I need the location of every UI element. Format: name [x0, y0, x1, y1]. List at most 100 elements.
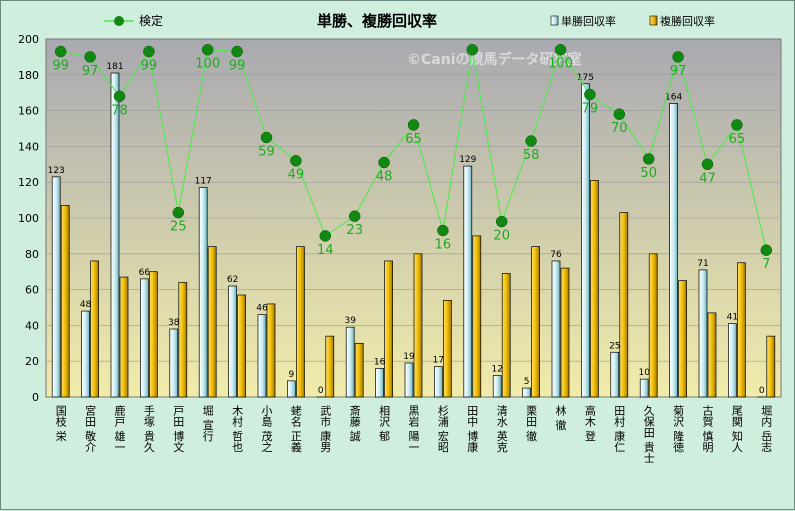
bar-fukusho [414, 254, 422, 397]
kentei-marker [614, 109, 625, 120]
bar-tansho [552, 261, 560, 397]
bar-tansho-value-label: 48 [80, 300, 92, 310]
bar-fukusho [502, 273, 510, 397]
kentei-marker [114, 91, 125, 102]
x-tick-label: 蛯名 正義 [289, 405, 302, 453]
kentei-value-label: 25 [170, 220, 187, 235]
bar-tansho [581, 84, 589, 397]
bar-fukusho [532, 247, 540, 397]
kentei-marker [261, 132, 272, 143]
legend-bar-a-label: 単勝回収率 [561, 14, 616, 28]
kentei-marker [408, 119, 419, 130]
kentei-marker [143, 46, 154, 57]
x-tick-label: 堀 宣行 [201, 405, 214, 442]
kentei-value-label: 65 [729, 132, 746, 147]
bar-tansho-value-label: 46 [256, 304, 268, 314]
bar-tansho-value-label: 66 [139, 268, 151, 278]
y-tick-label: 20 [25, 355, 39, 368]
x-tick-label: 宮田 敬介 [84, 404, 97, 453]
kentei-value-label: 58 [523, 148, 540, 163]
bar-tansho [523, 388, 531, 397]
kentei-value-label: 78 [111, 103, 128, 118]
bar-tansho [493, 376, 501, 397]
x-tick-label: 木村 哲也 [231, 405, 244, 453]
bar-fukusho [385, 261, 393, 397]
kentei-value-label: 65 [405, 132, 422, 147]
x-tick-label: 菊沢 隆徳 [672, 405, 685, 453]
kentei-marker [85, 51, 96, 62]
bar-tansho [434, 367, 442, 397]
bar-tansho-value-label: 129 [459, 155, 476, 165]
bar-tansho [258, 315, 266, 397]
bar-tansho [699, 270, 707, 397]
x-tick-label: 黒岩 陽一 [407, 405, 420, 453]
x-tick-label: 堀内 岳志 [760, 405, 773, 453]
kentei-value-label: 100 [195, 57, 220, 72]
kentei-marker [761, 245, 772, 256]
bar-tansho [728, 324, 736, 397]
bar-fukusho [561, 268, 569, 397]
bar-tansho [140, 279, 148, 397]
bar-tansho [170, 329, 178, 397]
x-tick-label: 戸田 博文 [172, 405, 185, 453]
bar-fukusho [767, 336, 775, 397]
kentei-value-label: 99 [52, 59, 69, 74]
kentei-value-label: 79 [582, 101, 599, 116]
bar-fukusho [649, 254, 657, 397]
kentei-marker [55, 46, 66, 57]
kentei-marker [526, 136, 537, 147]
y-tick-label: 40 [25, 319, 39, 332]
x-tick-label: 鹿戸 雄一 [113, 404, 126, 453]
x-tick-label: 古賀 慎明 [701, 405, 714, 453]
kentei-value-label: 48 [376, 170, 393, 185]
bar-tansho-value-label: 0 [759, 386, 765, 396]
bar-fukusho [473, 236, 481, 397]
kentei-value-label: 100 [548, 57, 573, 72]
legend-bar-b-label: 複勝回収率 [660, 14, 715, 28]
y-tick-label: 60 [25, 284, 39, 297]
bar-fukusho [590, 180, 598, 397]
x-tick-label: 久保田 貴士 [642, 405, 655, 464]
bar-fukusho [179, 282, 187, 397]
bar-fukusho [296, 247, 304, 397]
bar-tansho [346, 327, 354, 397]
bar-tansho-value-label: 16 [374, 357, 386, 367]
x-tick-label: 斎藤 誠 [348, 404, 361, 442]
kentei-value-label: 59 [258, 144, 275, 159]
x-tick-label: 林 徹 [554, 404, 567, 431]
legend-bar-b-swatch [650, 16, 657, 25]
bar-tansho-value-label: 71 [697, 259, 708, 269]
bar-tansho-value-label: 9 [289, 370, 295, 380]
x-tick-label: 尾関 知人 [730, 405, 743, 453]
bar-tansho-value-label: 17 [433, 356, 444, 366]
kentei-marker [349, 211, 360, 222]
bar-tansho [52, 177, 60, 397]
bar-tansho [199, 188, 207, 397]
bar-tansho [670, 103, 678, 397]
kentei-marker [290, 155, 301, 166]
bar-tansho-value-label: 25 [609, 341, 620, 351]
bar-tansho-value-label: 10 [638, 368, 650, 378]
kentei-value-label: 97 [82, 64, 99, 79]
x-tick-label: 田中 博康 [466, 405, 479, 453]
bar-tansho-value-label: 0 [318, 386, 324, 396]
bar-tansho [611, 352, 619, 397]
bar-tansho [464, 166, 472, 397]
y-tick-label: 80 [25, 248, 39, 261]
bar-tansho-value-label: 76 [550, 250, 562, 260]
x-tick-label: 杉浦 宏昭 [436, 404, 449, 453]
kentei-value-label: 99 [229, 59, 246, 74]
x-tick-label: 清水 英克 [495, 405, 508, 453]
y-tick-label: 120 [18, 176, 39, 189]
y-tick-label: 0 [32, 391, 39, 404]
kentei-marker [173, 207, 184, 218]
x-tick-label: 高木 登 [583, 404, 596, 442]
kentei-marker [232, 46, 243, 57]
bar-fukusho [238, 295, 246, 397]
kentei-value-label: 99 [141, 59, 158, 74]
bar-fukusho [91, 261, 99, 397]
bar-fukusho [61, 205, 69, 397]
bar-fukusho [679, 281, 687, 397]
bar-tansho-value-label: 39 [344, 316, 356, 326]
bar-tansho-value-label: 181 [106, 62, 123, 72]
